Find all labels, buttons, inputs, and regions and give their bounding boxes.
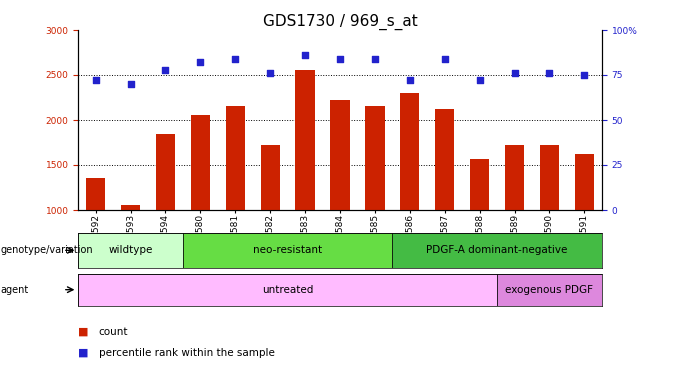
Title: GDS1730 / 969_s_at: GDS1730 / 969_s_at [262, 14, 418, 30]
Bar [435, 109, 454, 210]
Bar [470, 159, 489, 210]
Bar [330, 100, 350, 210]
Point [230, 56, 241, 62]
Text: genotype/variation: genotype/variation [1, 245, 93, 255]
Bar [86, 178, 105, 210]
Point [405, 77, 415, 83]
Point [335, 56, 345, 62]
Point [544, 70, 555, 76]
Bar [226, 106, 245, 210]
Bar [575, 154, 594, 210]
Text: ■: ■ [78, 348, 88, 357]
Point [125, 81, 136, 87]
Point [474, 77, 485, 83]
Bar [191, 115, 210, 210]
Point [265, 70, 275, 76]
Point [579, 72, 590, 78]
Point [439, 56, 450, 62]
Text: count: count [99, 327, 128, 337]
Point [90, 77, 101, 83]
Text: PDGF-A dominant-negative: PDGF-A dominant-negative [426, 245, 568, 255]
Bar [365, 106, 384, 210]
Bar [78, 232, 183, 268]
Text: wildtype: wildtype [108, 245, 153, 255]
Point [509, 70, 520, 76]
Text: agent: agent [1, 285, 29, 295]
Bar [401, 93, 420, 210]
Bar [540, 145, 559, 210]
Bar [505, 145, 524, 210]
Bar [497, 274, 602, 306]
Bar [183, 232, 392, 268]
Bar [392, 232, 602, 268]
Bar [121, 205, 140, 210]
Text: exogenous PDGF: exogenous PDGF [505, 285, 594, 295]
Bar [78, 274, 497, 306]
Point [160, 67, 171, 73]
Bar [260, 145, 279, 210]
Text: neo-resistant: neo-resistant [253, 245, 322, 255]
Text: percentile rank within the sample: percentile rank within the sample [99, 348, 275, 357]
Bar [156, 134, 175, 210]
Text: ■: ■ [78, 327, 88, 337]
Text: untreated: untreated [262, 285, 313, 295]
Point [369, 56, 380, 62]
Bar [296, 70, 315, 210]
Point [300, 52, 311, 58]
Point [195, 59, 206, 65]
